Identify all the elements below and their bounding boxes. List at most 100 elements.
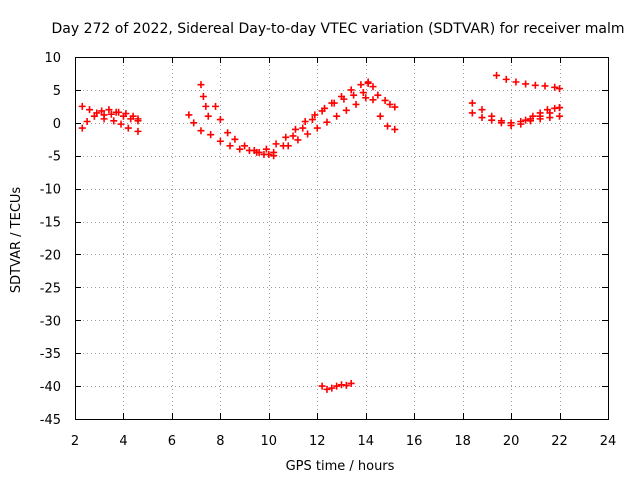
data-point bbox=[241, 142, 249, 150]
data-point bbox=[262, 145, 270, 153]
data-point bbox=[313, 124, 321, 132]
data-point bbox=[105, 106, 113, 114]
data-point bbox=[190, 119, 198, 127]
data-point bbox=[253, 148, 261, 156]
data-point bbox=[272, 140, 280, 148]
data-point bbox=[556, 104, 564, 112]
data-point bbox=[216, 116, 224, 124]
x-axis-label: GPS time / hours bbox=[286, 459, 395, 474]
x-tick-label: 20 bbox=[503, 434, 520, 449]
data-point bbox=[333, 382, 341, 390]
y-tick-label: 5 bbox=[53, 84, 61, 99]
data-point bbox=[347, 86, 355, 94]
y-tick-label: -45 bbox=[40, 413, 61, 428]
y-tick-label: -10 bbox=[40, 183, 61, 198]
data-point bbox=[502, 75, 510, 83]
data-point bbox=[204, 112, 212, 120]
data-point bbox=[270, 148, 278, 156]
data-point bbox=[86, 106, 94, 114]
data-point bbox=[207, 131, 215, 139]
data-point bbox=[90, 112, 98, 120]
data-point bbox=[374, 91, 382, 99]
series-arc-14 bbox=[522, 104, 564, 124]
x-tick-label: 16 bbox=[406, 434, 423, 449]
data-point bbox=[107, 110, 115, 118]
data-point bbox=[117, 120, 125, 128]
data-point bbox=[282, 133, 290, 141]
series-arc-09 bbox=[364, 78, 399, 111]
x-tick-label: 14 bbox=[357, 434, 374, 449]
data-point bbox=[386, 100, 394, 108]
data-point bbox=[284, 142, 292, 150]
data-point bbox=[185, 111, 193, 119]
data-point bbox=[522, 80, 530, 88]
data-point bbox=[381, 96, 389, 104]
series-arc-07 bbox=[253, 89, 399, 156]
data-point bbox=[83, 118, 91, 126]
data-point bbox=[301, 118, 309, 126]
series-arc-12 bbox=[468, 109, 564, 129]
data-point bbox=[124, 124, 132, 132]
data-point bbox=[556, 85, 564, 93]
y-tick-label: 10 bbox=[44, 51, 61, 66]
data-point bbox=[110, 117, 118, 125]
data-point bbox=[493, 71, 501, 79]
data-point bbox=[342, 106, 350, 114]
data-point bbox=[531, 81, 539, 89]
data-point bbox=[359, 89, 367, 97]
grid bbox=[75, 57, 608, 419]
y-tick-label: -30 bbox=[40, 314, 61, 329]
data-point bbox=[119, 112, 127, 120]
y-tick-label: -25 bbox=[40, 281, 61, 296]
data-point bbox=[127, 115, 135, 123]
data-point bbox=[352, 100, 360, 108]
data-point bbox=[226, 142, 234, 150]
data-point bbox=[546, 114, 554, 122]
data-point bbox=[224, 129, 232, 137]
data-point bbox=[212, 102, 220, 110]
data-point bbox=[357, 81, 365, 89]
data-point bbox=[78, 102, 86, 110]
y-tick-label: -40 bbox=[40, 380, 61, 395]
data-point bbox=[333, 112, 341, 120]
y-tick-label: -5 bbox=[48, 150, 61, 165]
data-point bbox=[369, 96, 377, 104]
series-arc-02 bbox=[78, 106, 142, 132]
data-point bbox=[294, 136, 302, 144]
data-point bbox=[98, 107, 106, 115]
series-arc-03 bbox=[100, 115, 142, 135]
data-point bbox=[199, 92, 207, 100]
data-point bbox=[536, 109, 544, 117]
data-point bbox=[507, 121, 515, 129]
data-point bbox=[289, 132, 297, 140]
y-axis-label: SDTVAR / TECUs bbox=[9, 187, 24, 294]
data-point bbox=[522, 116, 530, 124]
data-point bbox=[330, 99, 338, 107]
y-tick-label: -15 bbox=[40, 216, 61, 231]
series-arc-13 bbox=[493, 71, 564, 93]
axis-ticks: 2 4 6 8 10 12 14 16 18 20 22 241050-5-10-15-20-25-3… bbox=[40, 51, 617, 449]
x-tick-label: 2 bbox=[71, 434, 79, 449]
data-point bbox=[197, 81, 205, 89]
series-arc-10 bbox=[318, 379, 355, 393]
y-tick-label: -35 bbox=[40, 347, 61, 362]
data-point bbox=[376, 112, 384, 120]
data-point bbox=[323, 118, 331, 126]
data-point bbox=[478, 106, 486, 114]
data-point bbox=[197, 127, 205, 135]
series-arc-05 bbox=[197, 81, 212, 120]
data-point bbox=[556, 112, 564, 120]
data-point bbox=[202, 102, 210, 110]
data-point bbox=[216, 137, 224, 145]
data-point bbox=[347, 379, 355, 387]
y-tick-label: -20 bbox=[40, 248, 61, 263]
data-point bbox=[134, 127, 142, 135]
series-arc-08 bbox=[284, 94, 370, 150]
data-point bbox=[134, 117, 142, 125]
data-point bbox=[497, 119, 505, 127]
data-point bbox=[488, 116, 496, 124]
x-tick-label: 4 bbox=[119, 434, 127, 449]
series-arc-06 bbox=[212, 79, 372, 158]
data-point bbox=[543, 106, 551, 114]
